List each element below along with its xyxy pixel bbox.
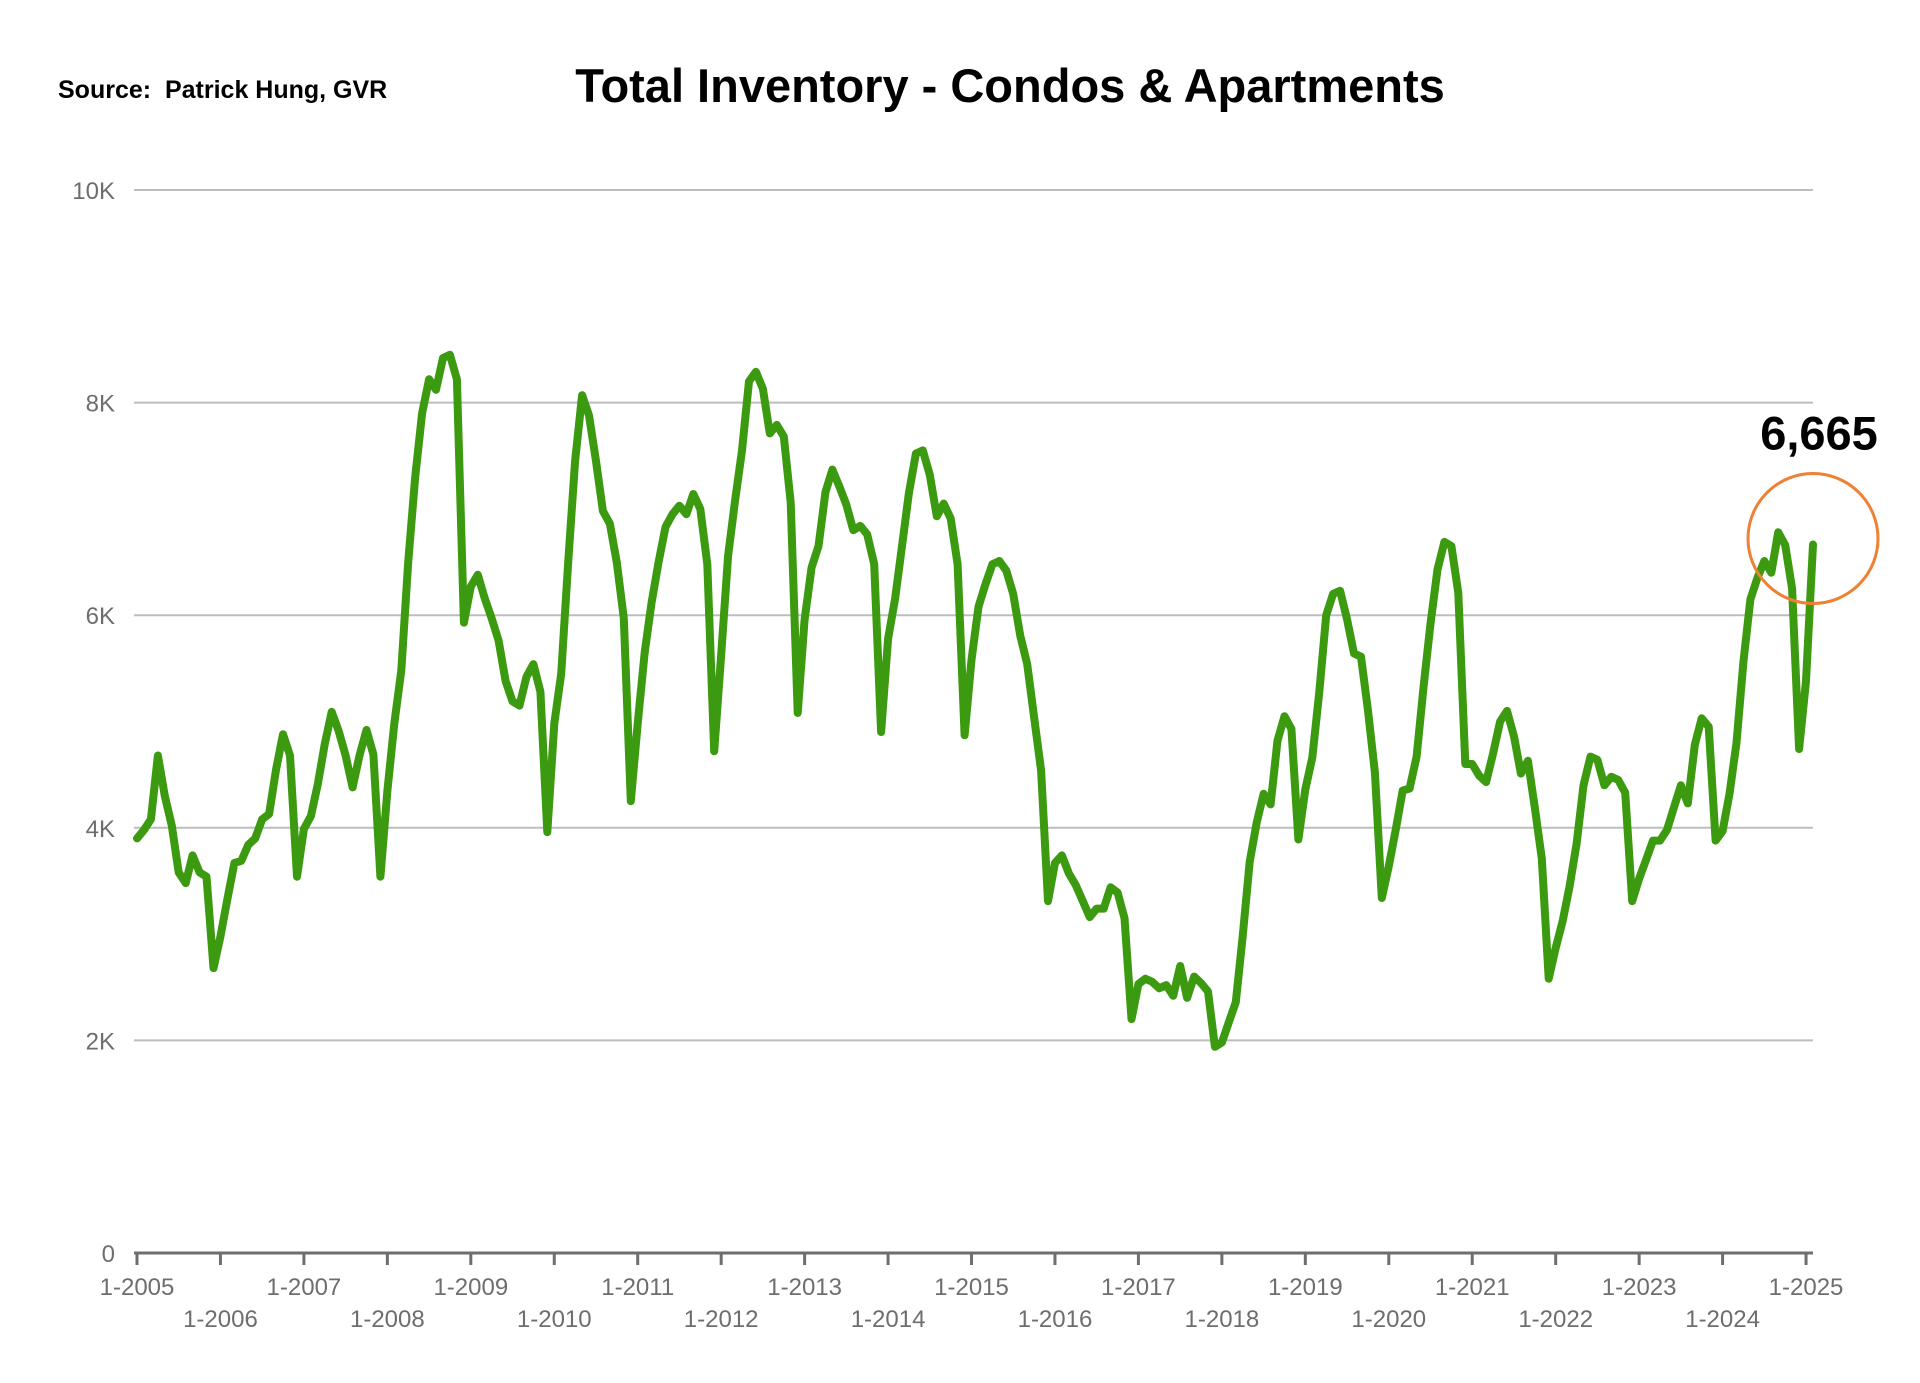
x-tick-label: 1-2010 [517, 1306, 592, 1333]
x-tick-label: 1-2024 [1685, 1306, 1760, 1333]
y-tick-label: 4K [86, 816, 115, 843]
x-tick-label: 1-2020 [1351, 1306, 1426, 1333]
x-tick-label: 1-2014 [851, 1306, 926, 1333]
series [133, 350, 1817, 1051]
series-line [133, 350, 1817, 1051]
x-tick-label: 1-2013 [767, 1274, 842, 1301]
x-axis: 1-2005 1-2006 1-2007 1-2008 1-2009 1-2010 1-20… [100, 1251, 1844, 1333]
source-note: Source: Patrick Hung, GVR [58, 76, 388, 104]
x-tick-label: 1-2015 [934, 1274, 1009, 1301]
y-axis: 0 2K 4K 6K 8K 10K [72, 178, 115, 1268]
x-tick-label: 1-2023 [1602, 1274, 1677, 1301]
y-tick-label: 8K [86, 391, 115, 418]
x-tick-label: 1-2017 [1101, 1274, 1176, 1301]
x-tick-label: 1-2005 [100, 1274, 175, 1301]
x-tick-label: 1-2012 [684, 1306, 759, 1333]
x-tick-label: 1-2025 [1769, 1274, 1844, 1301]
x-tick-label: 1-2018 [1185, 1306, 1260, 1333]
x-tick-label: 1-2006 [183, 1306, 258, 1333]
x-tick-label: 1-2007 [267, 1274, 342, 1301]
y-tick-label: 0 [102, 1241, 115, 1268]
highlight-circle [1746, 472, 1880, 606]
latest-value-label: 6,665 [1760, 407, 1878, 460]
annotation: 6,665 [1746, 407, 1880, 606]
x-tick-label: 1-2011 [601, 1274, 674, 1301]
x-tick-label: 1-2022 [1518, 1306, 1593, 1333]
y-tick-label: 10K [72, 178, 115, 205]
y-tick-label: 6K [86, 603, 115, 630]
x-tick-label: 1-2008 [350, 1306, 425, 1333]
x-tick-label: 1-2016 [1018, 1306, 1093, 1333]
y-tick-label: 2K [86, 1028, 115, 1055]
x-tick-label: 1-2019 [1268, 1274, 1343, 1301]
x-tick-label: 1-2009 [433, 1274, 508, 1301]
x-tick-label: 1-2021 [1435, 1274, 1510, 1301]
chart-title: Total Inventory - Condos & Apartments [575, 59, 1445, 112]
